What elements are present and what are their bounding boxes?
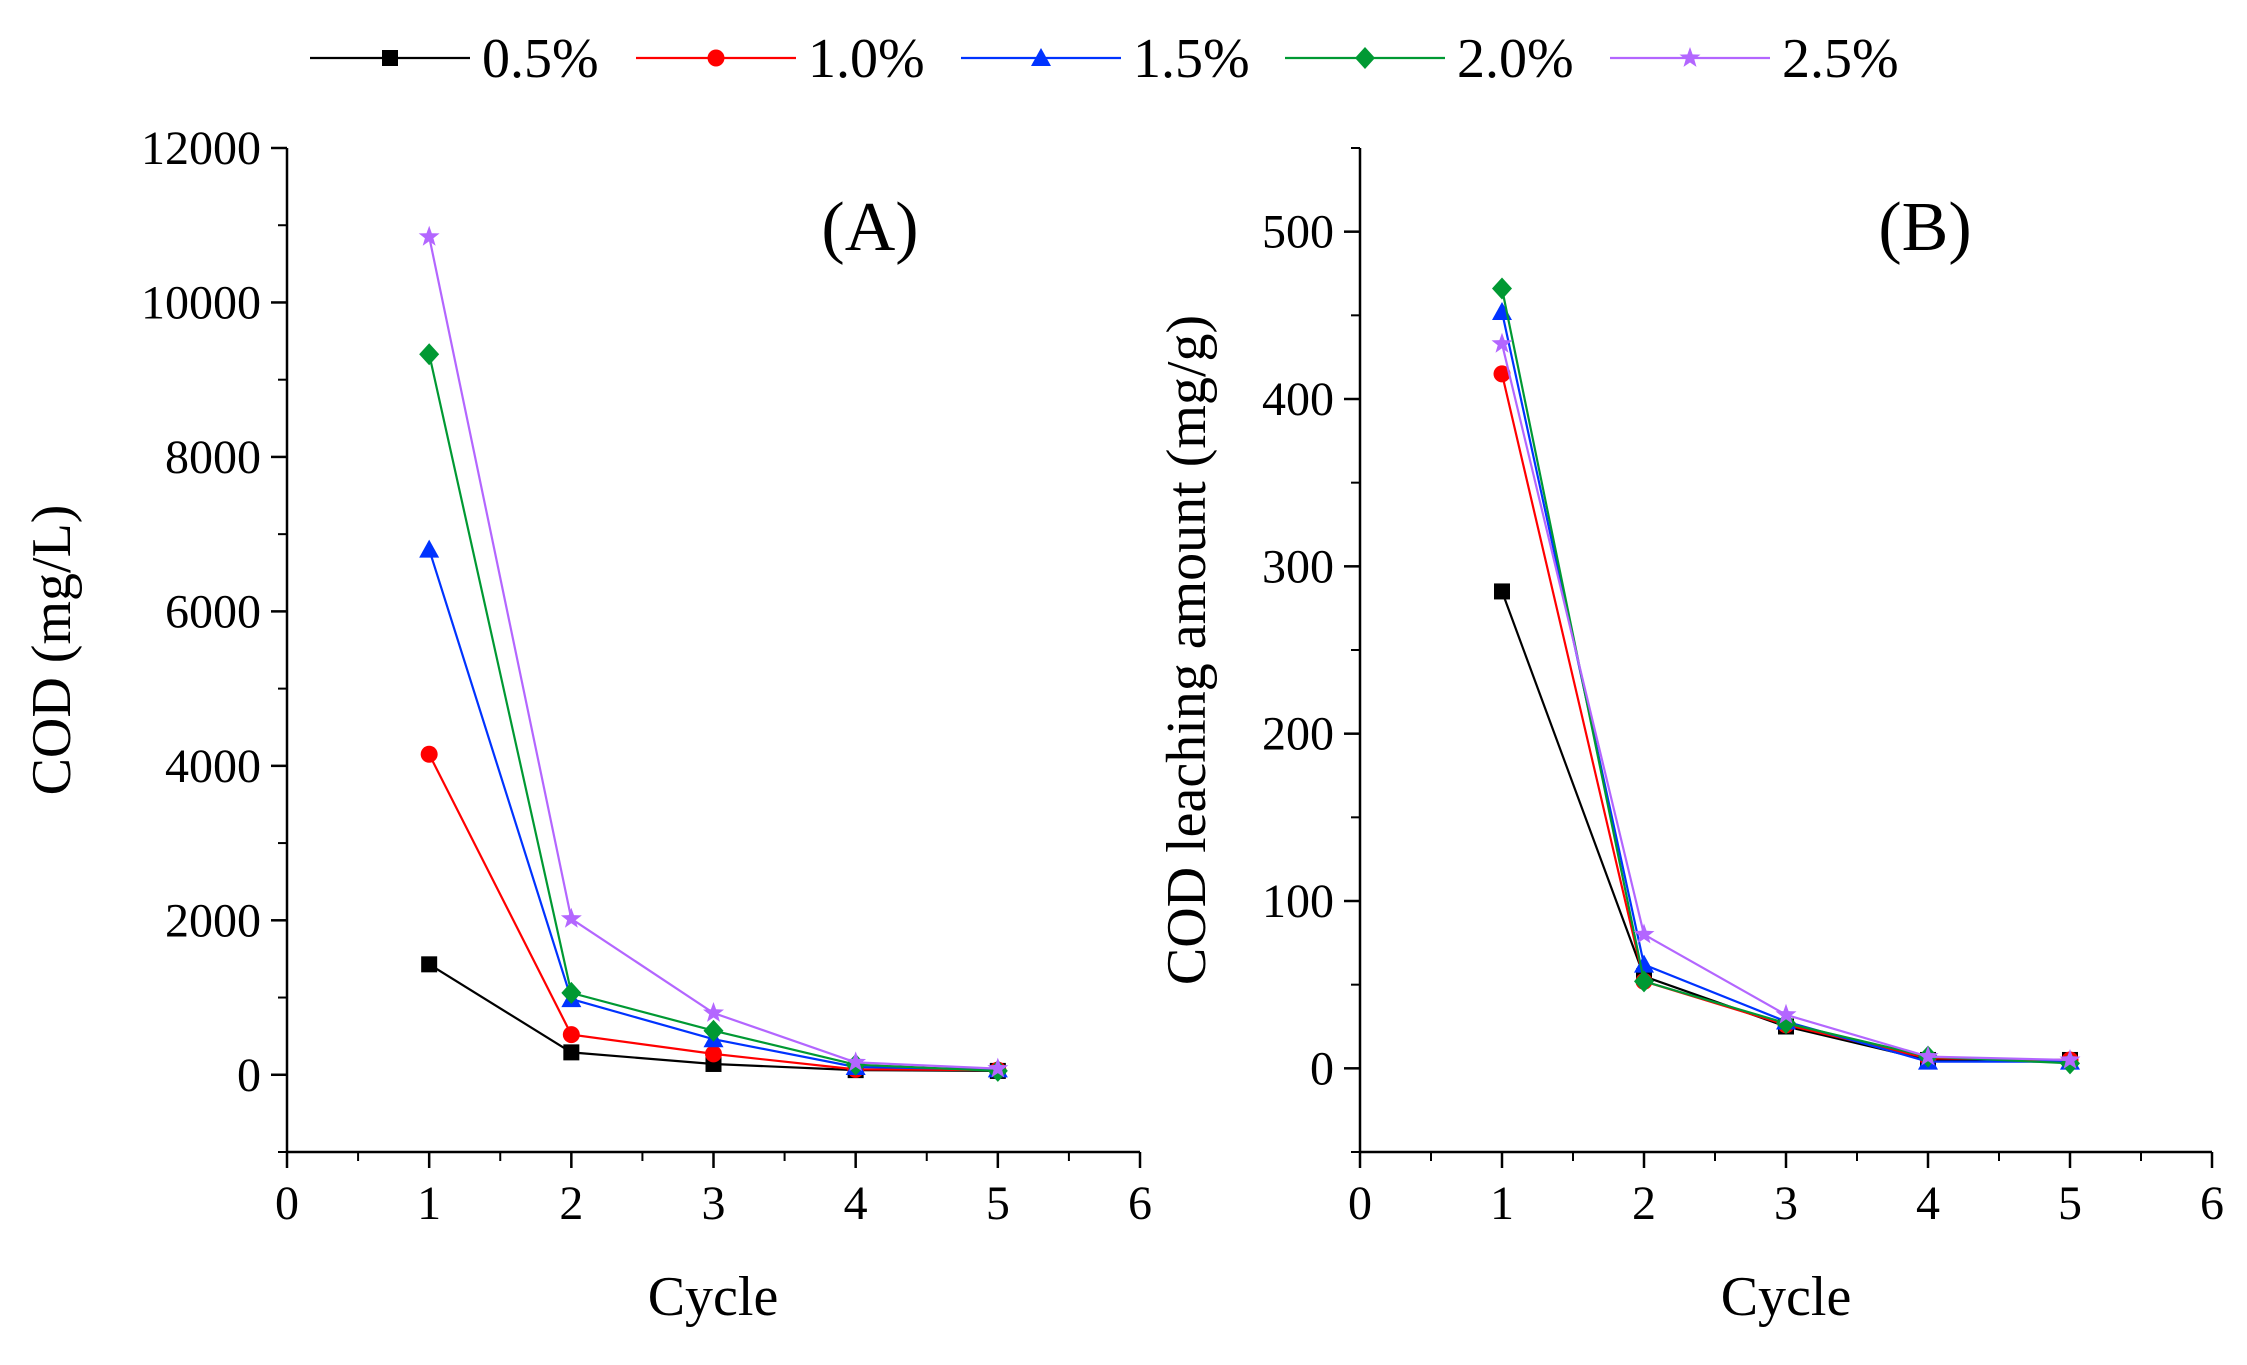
x-tick-label: 3 [702, 1177, 726, 1230]
y-tick-label: 10000 [141, 276, 261, 329]
data-point [560, 907, 582, 928]
data-point [1917, 1045, 1939, 1066]
x-tick-label: 4 [1916, 1177, 1940, 1230]
legend-label: 1.0% [808, 28, 925, 90]
y-tick-label: 400 [1262, 373, 1334, 426]
series-line [1500, 591, 2070, 1062]
data-point [1633, 923, 1655, 944]
data-point [2059, 1049, 2081, 1069]
x-tick-label: 4 [844, 1177, 868, 1230]
data-point [987, 1057, 1009, 1078]
x-tick-label: 5 [986, 1177, 1010, 1230]
series-line [428, 549, 998, 1071]
x-tick-label: 2 [559, 1177, 583, 1230]
legend-marker [707, 49, 725, 67]
series-1.0% [1493, 365, 2079, 1069]
x-axis-title: Cycle [1721, 1266, 1852, 1328]
y-tick-label: 100 [1262, 875, 1334, 928]
data-point [1634, 954, 1654, 973]
data-point [1775, 1003, 1797, 1024]
series-2.0% [419, 343, 1008, 1082]
data-point [418, 225, 440, 246]
x-tick-label: 3 [1774, 1177, 1798, 1230]
x-tick-label: 6 [2200, 1177, 2224, 1230]
panel-label: (A) [821, 189, 918, 266]
data-point [419, 539, 440, 558]
x-tick-label: 2 [1632, 1177, 1656, 1230]
data-point [703, 1019, 724, 1042]
x-tick-label: 6 [1128, 1177, 1152, 1230]
series-line [1500, 288, 2071, 1065]
series-line [1500, 311, 2070, 1063]
panel-b: 0 1 2 3 4 5 6 0 100 200 300 400 500 Cycle COD leaching… [1156, 147, 2224, 1328]
legend-label: 2.0% [1457, 28, 1574, 90]
legend: 0.5% 1.0% 1.5% 2.0% 2.5% [310, 28, 1899, 90]
y-tick-label: 4000 [165, 740, 261, 793]
legend-entry: 1.0% [636, 28, 925, 90]
data-point [845, 1051, 867, 1072]
data-point [561, 981, 582, 1004]
y-axis-title: COD (mg/L) [21, 505, 83, 796]
y-tick-label: 12000 [141, 122, 261, 175]
y-tick-label: 0 [237, 1049, 261, 1102]
x-tick-label: 0 [275, 1177, 299, 1230]
data-point [1491, 332, 1513, 353]
data-point [563, 1044, 580, 1061]
data-point [562, 1026, 580, 1044]
legend-marker [1355, 47, 1375, 69]
series-line [428, 353, 998, 1072]
legend-label: 1.5% [1133, 28, 1250, 90]
series-0.5% [1494, 583, 2078, 1068]
legend-entry: 0.5% [310, 28, 599, 90]
data-point [1776, 1012, 1796, 1035]
legend-entry: 1.5% [961, 28, 1250, 90]
y-tick-label: 300 [1262, 540, 1334, 593]
panel-label: (B) [1878, 189, 1971, 266]
legend-entry: 2.5% [1610, 28, 1899, 90]
data-point [703, 1002, 724, 1022]
panel-a: 0 1 2 3 4 5 6 0 2000 4000 6000 8000 10000 12000 Cycle C… [21, 122, 1152, 1328]
legend-label: 0.5% [482, 28, 599, 90]
legend-label: 2.5% [1782, 28, 1899, 90]
data-point [420, 745, 438, 763]
y-axis-title: COD leaching amount (mg/g) [1156, 315, 1218, 985]
legend-entry: 2.0% [1285, 28, 1574, 90]
data-point [1493, 365, 1511, 383]
legend-marker [1679, 47, 1701, 67]
x-tick-label: 0 [1348, 1177, 1372, 1230]
data-point [1494, 583, 1510, 600]
legend-marker [1031, 48, 1051, 66]
data-point [419, 343, 440, 366]
y-tick-label: 2000 [165, 894, 261, 947]
y-tick-label: 8000 [165, 431, 261, 484]
legend-marker [382, 50, 398, 66]
series-line [1500, 343, 2071, 1062]
x-axis-title: Cycle [648, 1266, 779, 1328]
y-tick-label: 500 [1262, 206, 1334, 259]
data-point [421, 956, 438, 973]
x-tick-label: 1 [1490, 1177, 1514, 1230]
series-2.5% [1491, 332, 2081, 1069]
y-tick-label: 0 [1310, 1042, 1334, 1095]
series-1.5% [419, 539, 1008, 1078]
series-line [1500, 373, 2071, 1062]
data-point [1492, 277, 1512, 300]
series-1.5% [1492, 301, 2080, 1070]
data-point [1634, 970, 1654, 993]
x-tick-label: 1 [417, 1177, 441, 1230]
y-tick-label: 6000 [165, 585, 261, 638]
series-line [428, 236, 998, 1070]
data-point [705, 1045, 722, 1063]
series-2.5% [418, 225, 1009, 1078]
x-tick-label: 5 [2058, 1177, 2082, 1230]
y-tick-label: 200 [1262, 708, 1334, 761]
